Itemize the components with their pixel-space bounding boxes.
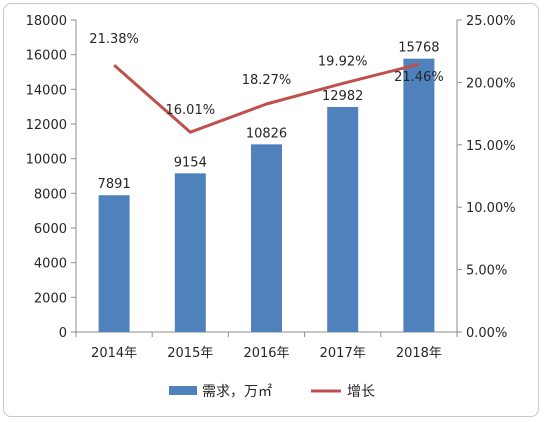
left-tick-label: 8000 — [34, 187, 67, 202]
left-tick-label: 14000 — [26, 83, 67, 98]
right-tick-label: 20.00% — [466, 76, 516, 91]
line-value-label: 16.01% — [166, 103, 216, 118]
left-tick-label: 2000 — [34, 291, 67, 306]
right-tick-label: 25.00% — [466, 14, 516, 29]
bar-value-label: 10826 — [246, 126, 287, 141]
bar — [251, 144, 282, 332]
legend-bar-label: 需求，万㎡ — [202, 384, 272, 400]
line-value-label: 19.92% — [318, 54, 368, 69]
line-value-label: 18.27% — [242, 73, 292, 88]
x-tick-label: 2017年 — [320, 346, 366, 361]
left-tick-label: 0 — [59, 326, 67, 341]
bar-series — [98, 58, 435, 333]
bar-value-label: 7891 — [98, 177, 131, 192]
line-value-label: 21.38% — [89, 32, 139, 47]
bar — [98, 195, 130, 332]
left-tick-label: 4000 — [34, 257, 67, 272]
legend: 需求，万㎡ 增长 — [169, 384, 375, 400]
bar-value-label: 9154 — [174, 155, 207, 170]
data-labels: 7891 9154 10826 12982 15768 21.38% 16.01% 18.27… — [89, 32, 443, 192]
bar — [174, 173, 206, 332]
bar — [327, 106, 359, 332]
bar — [403, 58, 435, 333]
line-value-label: 21.46% — [394, 70, 444, 85]
right-tick-label: 0.00% — [466, 326, 507, 341]
x-tick-label: 2018年 — [396, 346, 442, 361]
right-tick-label: 10.00% — [466, 201, 516, 216]
legend-bar-swatch — [169, 386, 197, 395]
left-tick-label: 10000 — [26, 153, 67, 168]
left-tick-label: 16000 — [26, 49, 67, 64]
x-tick-label: 2014年 — [91, 346, 137, 361]
left-tick-label: 12000 — [26, 118, 67, 133]
legend-line-label: 增长 — [347, 384, 375, 400]
axes: 0 2000 4000 6000 8000 10000 12000 14000 16000 180… — [26, 14, 516, 361]
bar-value-label: 12982 — [322, 89, 363, 104]
right-tick-label: 15.00% — [466, 139, 516, 154]
right-tick-label: 5.00% — [466, 264, 507, 279]
x-tick-label: 2016年 — [243, 346, 289, 361]
bar-value-label: 15768 — [398, 41, 439, 56]
left-tick-label: 6000 — [34, 222, 67, 237]
growth-line — [113, 62, 420, 134]
x-tick-label: 2015年 — [167, 346, 213, 361]
line-series — [113, 62, 420, 134]
left-tick-label: 18000 — [26, 14, 67, 29]
